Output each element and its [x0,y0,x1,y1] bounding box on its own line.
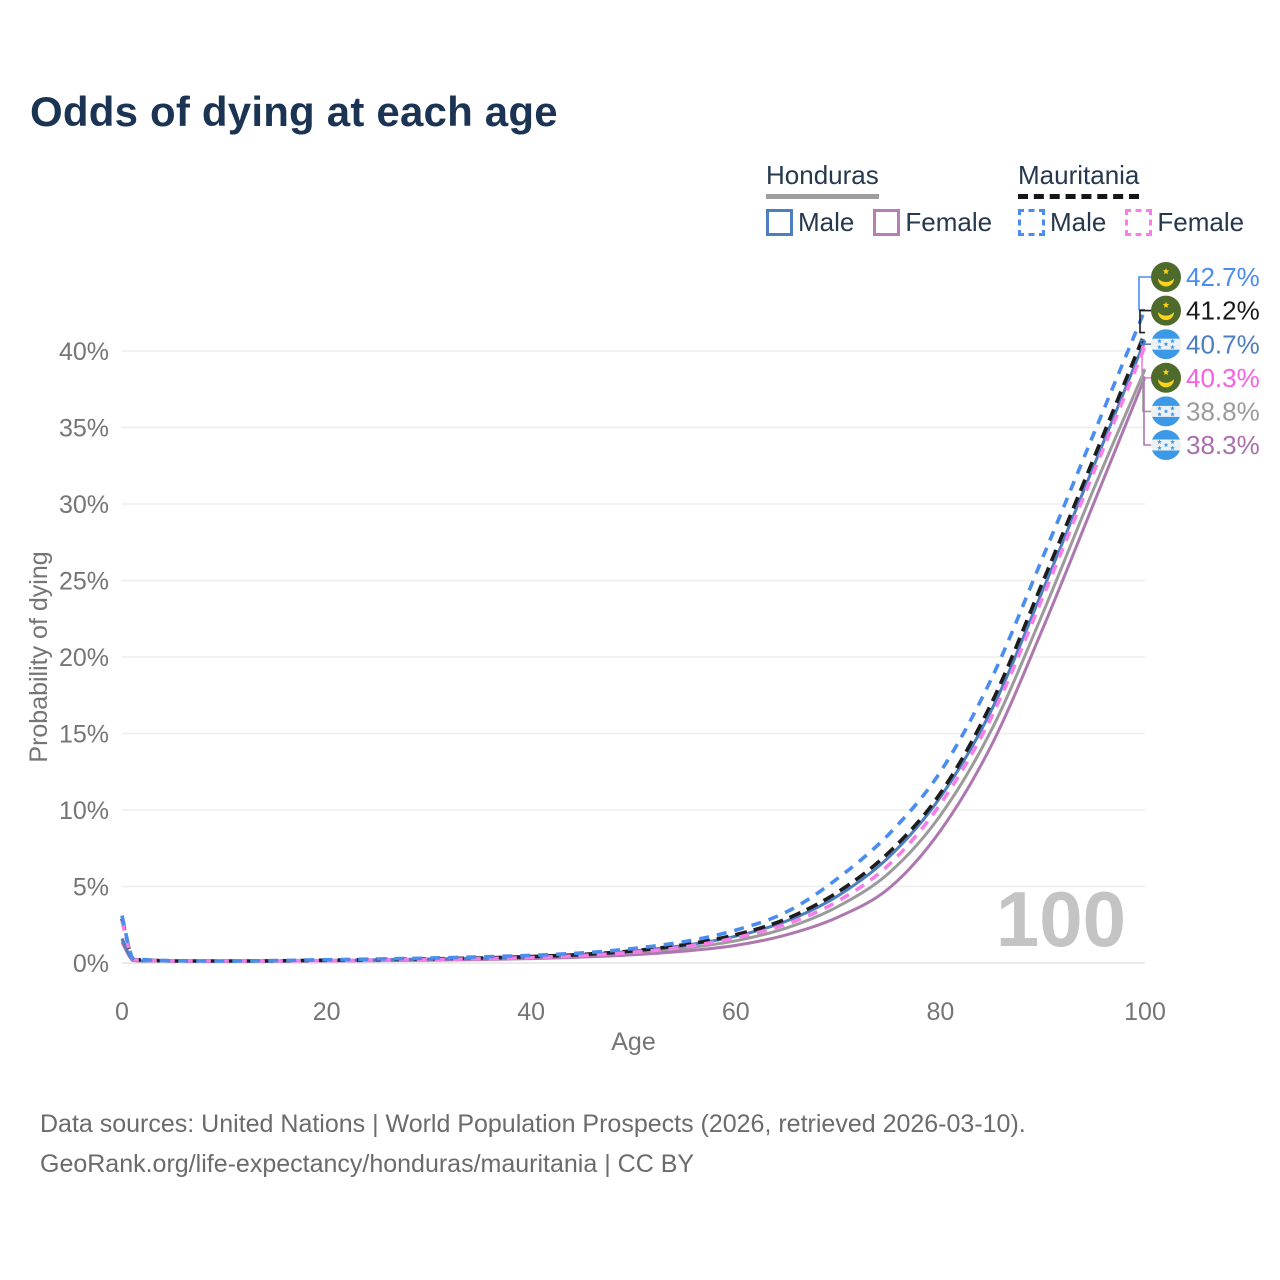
y-tick-label: 10% [59,797,109,825]
label-leader-line [1141,345,1152,379]
legend: Honduras Male Female Mauritania Male Fem… [0,160,1280,240]
legend-items-mauritania: Male Female [1018,207,1244,238]
footer-line-1: Data sources: United Nations | World Pop… [40,1110,1026,1138]
series-line-honduras-both-sexes [120,368,1147,963]
legend-item-label: Female [905,207,993,237]
y-tick-label: 40% [59,338,109,366]
series-line-mauritania-female [120,345,1147,963]
series-line-honduras-male [120,339,1147,963]
y-tick-label: 25% [59,567,109,595]
mauritania-flag-icon [1151,295,1181,326]
footer-line-2: GeoRank.org/life-expectancy/honduras/mau… [40,1150,695,1178]
x-axis-title: Age [611,1028,655,1056]
honduras-flag-icon [1151,329,1181,360]
label-leader-line [1140,339,1152,345]
y-tick-label: 0% [73,950,109,978]
page-title: Odds of dying at each age [30,88,558,135]
legend-item-label: Male [798,207,855,237]
legend-group-mauritania: Mauritania Male Female [1018,160,1244,238]
x-tick-label: 60 [722,998,750,1026]
legend-item-honduras-male[interactable]: Male [766,207,854,238]
legend-item-label: Female [1157,207,1245,237]
honduras-male-swatch-icon [766,209,793,236]
series-end-label-mauritania-female: 40.3% [1186,363,1260,393]
age-watermark: 100 [996,875,1126,963]
series-end-label-mauritania-male: 42.7% [1186,262,1260,292]
series-end-label-honduras-both-sexes: 38.8% [1186,397,1260,427]
x-tick-label: 100 [1124,998,1166,1026]
legend-country-mauritania[interactable]: Mauritania [1018,160,1140,199]
honduras-flag-icon [1151,396,1181,427]
series-line-mauritania-male [120,309,1147,963]
y-axis-title: Probability of dying [25,551,53,762]
x-tick-label: 40 [517,998,545,1026]
x-tick-label: 80 [926,998,954,1026]
label-leader-line [1139,309,1152,334]
x-tick-label: 20 [313,998,341,1026]
series-line-honduras-female [120,376,1147,963]
y-tick-label: 30% [59,491,109,519]
honduras-female-swatch-icon [873,209,901,236]
mauritania-male-swatch-icon [1018,209,1045,236]
mauritania-flag-icon [1151,362,1181,393]
legend-country-honduras[interactable]: Honduras [766,160,879,199]
data-sources-footer: Data sources: United Nations | World Pop… [40,1104,1026,1184]
label-leader-line [1142,368,1152,413]
x-tick-label: 0 [115,998,129,1026]
series-end-label-mauritania-both-sexes: 41.2% [1186,296,1260,326]
mauritania-flag-icon [1151,262,1181,292]
label-leader-line [1138,276,1152,311]
honduras-flag-icon [1151,430,1181,460]
legend-item-mauritania-male[interactable]: Male [1018,207,1106,238]
legend-group-honduras: Honduras Male Female [766,160,992,238]
y-tick-label: 15% [59,720,109,748]
series-end-label-honduras-male: 40.7% [1186,329,1260,359]
y-tick-label: 5% [73,873,109,901]
legend-item-honduras-female[interactable]: Female [873,207,992,238]
y-tick-label: 20% [59,644,109,672]
label-leader-line [1143,376,1152,446]
y-tick-label: 35% [59,414,109,442]
series-end-label-honduras-female: 38.3% [1186,430,1260,460]
legend-items-honduras: Male Female [766,207,992,238]
legend-item-label: Male [1050,207,1107,237]
chart-canvas: 0% 5% 10% 15% 20% 25% 30% 35% 40% 0 20 40 60 80 100 Age… [25,262,1260,1056]
mauritania-female-swatch-icon [1125,209,1153,236]
legend-item-mauritania-female[interactable]: Female [1125,207,1244,238]
